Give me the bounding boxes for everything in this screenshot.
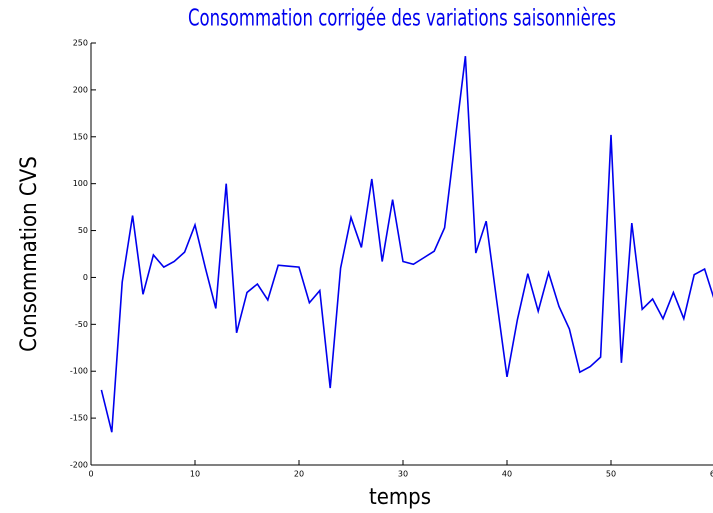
chart-title: Consommation corrigée des variations sai… <box>188 5 616 32</box>
y-tick-label: 100 <box>73 179 88 188</box>
x-tick-label: 30 <box>398 470 408 479</box>
y-tick-label: 0 <box>83 273 88 282</box>
x-tick-label: 10 <box>190 470 200 479</box>
x-tick-label: 20 <box>294 470 304 479</box>
y-axis-label: Consommation CVS <box>17 156 42 352</box>
x-tick-label: 40 <box>502 470 512 479</box>
y-tick-label: 150 <box>73 132 88 141</box>
y-tick-label: 250 <box>73 39 88 48</box>
x-tick-label: 60 <box>710 470 713 479</box>
data-line <box>100 56 713 433</box>
x-axis-label: temps <box>369 485 431 510</box>
x-tick-label: 50 <box>606 470 616 479</box>
y-tick-label: -150 <box>70 414 88 423</box>
x-tick-label: 0 <box>88 470 93 479</box>
y-tick-label: 200 <box>73 85 88 94</box>
y-tick-label: -100 <box>70 367 88 376</box>
y-tick-label: -200 <box>70 461 88 470</box>
y-tick-label: 50 <box>78 226 88 235</box>
y-tick-label: -50 <box>75 320 88 329</box>
